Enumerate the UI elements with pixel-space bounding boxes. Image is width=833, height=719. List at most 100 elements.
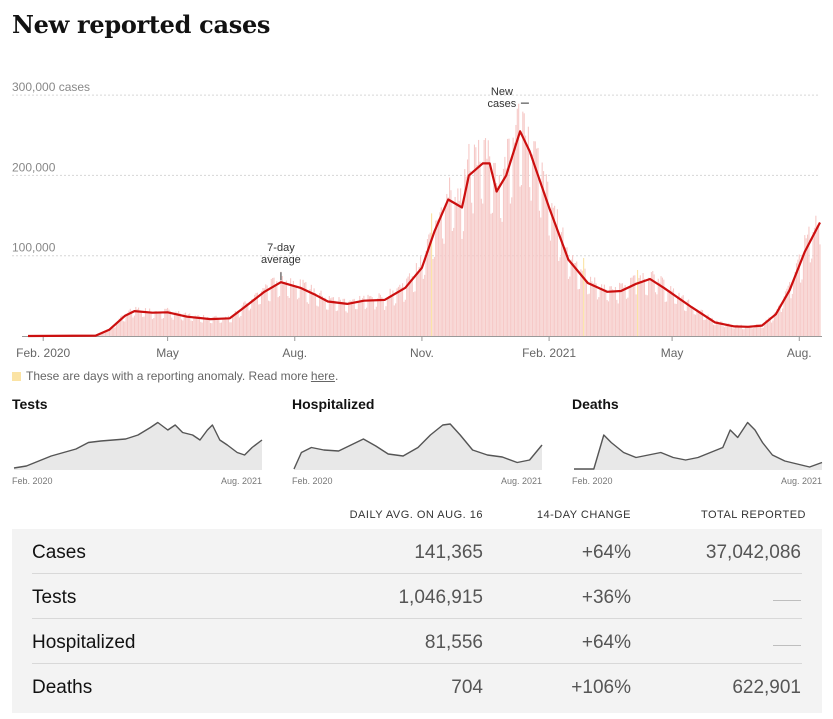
- daily-case-bar: [262, 288, 264, 336]
- daily-case-bar: [393, 305, 395, 336]
- daily-case-bar: [526, 144, 528, 336]
- daily-case-bar: [276, 281, 278, 336]
- daily-case-bar: [588, 293, 590, 336]
- daily-case-bar: [386, 298, 388, 336]
- daily-case-bar: [167, 307, 169, 336]
- daily-case-bar: [794, 271, 796, 336]
- daily-case-bar: [678, 292, 680, 336]
- daily-case-bar: [598, 297, 600, 336]
- daily-case-bar: [768, 317, 770, 336]
- daily-case-bar: [428, 234, 430, 336]
- daily-case-bar: [544, 192, 546, 336]
- row-label: Deaths: [32, 677, 93, 698]
- daily-case-bar: [793, 278, 795, 336]
- daily-case-bar: [563, 246, 565, 336]
- x-tick-label: May: [661, 346, 684, 360]
- daily-case-bar: [744, 326, 746, 336]
- daily-case-bar: [226, 318, 228, 336]
- daily-case-bar: [565, 247, 567, 336]
- anomaly-note-text: These are days with a reporting anomaly.…: [26, 369, 308, 383]
- daily-case-bar: [447, 197, 449, 336]
- daily-case-bar: [136, 309, 138, 336]
- header-total-reported: TOTAL REPORTED: [700, 509, 806, 521]
- daily-case-bar: [523, 113, 525, 336]
- daily-case-bar: [790, 298, 792, 336]
- table-row-tests: Tests 1,046,915 +36% ——: [12, 574, 822, 619]
- daily-case-bar: [717, 320, 719, 336]
- daily-case-bar: [685, 311, 687, 336]
- daily-case-bar: [809, 262, 811, 336]
- daily-case-bar: [643, 278, 646, 336]
- daily-case-bar: [352, 299, 354, 336]
- daily-case-bar: [263, 288, 265, 336]
- daily-case-bar: [129, 308, 131, 336]
- row-14-day-change: +36%: [581, 587, 631, 608]
- daily-case-bar: [102, 332, 104, 336]
- daily-case-bar: [480, 198, 482, 336]
- daily-case-bar: [667, 289, 669, 336]
- daily-case-bar: [471, 202, 473, 336]
- daily-case-bar: [161, 318, 163, 336]
- daily-case-bar: [176, 312, 178, 336]
- daily-case-bar: [490, 213, 492, 336]
- daily-case-bar: [710, 317, 712, 336]
- table-row-hospitalized: Hospitalized 81,556 +64% ——: [12, 619, 822, 664]
- daily-case-bar: [522, 111, 524, 336]
- daily-case-bar: [765, 319, 767, 336]
- daily-case-bar: [602, 288, 604, 336]
- daily-case-bar: [143, 316, 145, 336]
- row-14-day-change: +106%: [571, 677, 631, 698]
- daily-case-bar: [545, 174, 547, 336]
- daily-case-bar: [346, 312, 348, 336]
- daily-case-bar: [439, 212, 441, 336]
- daily-case-bar: [142, 316, 144, 336]
- daily-case-bar: [345, 311, 347, 336]
- daily-case-bar: [494, 162, 496, 336]
- daily-case-bar: [592, 283, 594, 336]
- daily-case-bar: [616, 299, 618, 336]
- daily-case-bar: [819, 244, 821, 336]
- daily-case-bar: [649, 278, 651, 336]
- daily-case-bar: [489, 156, 491, 336]
- daily-case-bar: [812, 231, 814, 336]
- mini-chart-svg: Feb. 2020 Aug. 2021: [12, 421, 263, 486]
- daily-case-bar: [657, 278, 659, 336]
- daily-case-bar: [114, 327, 116, 336]
- daily-case-bar: [753, 328, 755, 336]
- daily-case-bar: [440, 207, 442, 336]
- daily-case-bar: [537, 147, 539, 336]
- daily-case-bar: [466, 159, 469, 336]
- mini-series-line: [293, 423, 543, 470]
- daily-case-bar: [570, 259, 572, 336]
- daily-case-bar: [355, 309, 357, 336]
- daily-case-bar: [590, 276, 592, 336]
- daily-case-bar: [674, 303, 676, 336]
- mini-x-tick-label: Feb. 2020: [572, 476, 613, 486]
- daily-case-bar: [175, 311, 177, 336]
- daily-case-bar: [498, 175, 500, 336]
- daily-case-bar: [403, 301, 405, 336]
- annotation-label: cases: [488, 98, 517, 110]
- row-daily-avg: 1,046,915: [398, 587, 483, 608]
- daily-case-bar: [473, 144, 476, 336]
- daily-case-bar: [172, 319, 174, 336]
- daily-case-bar: [135, 306, 137, 336]
- daily-case-bar: [359, 295, 361, 336]
- daily-case-bar: [328, 296, 330, 336]
- daily-case-bar: [350, 300, 352, 336]
- y-tick-label: 300,000 cases: [12, 80, 90, 94]
- mini-series-line: [13, 421, 263, 469]
- row-total: 622,901: [732, 677, 801, 698]
- daily-case-bar: [265, 284, 267, 336]
- annotation-label: 7-day: [267, 242, 295, 254]
- daily-case-bar: [266, 285, 268, 336]
- daily-case-bar: [730, 325, 733, 336]
- anomaly-read-more-link[interactable]: here: [310, 369, 335, 383]
- daily-case-bar: [277, 297, 279, 336]
- daily-case-bar: [431, 213, 433, 336]
- daily-case-bar: [706, 316, 708, 336]
- daily-case-bar: [690, 306, 693, 336]
- annotation-label: New: [491, 86, 513, 98]
- daily-case-bar: [144, 308, 147, 336]
- daily-case-bar: [735, 325, 737, 336]
